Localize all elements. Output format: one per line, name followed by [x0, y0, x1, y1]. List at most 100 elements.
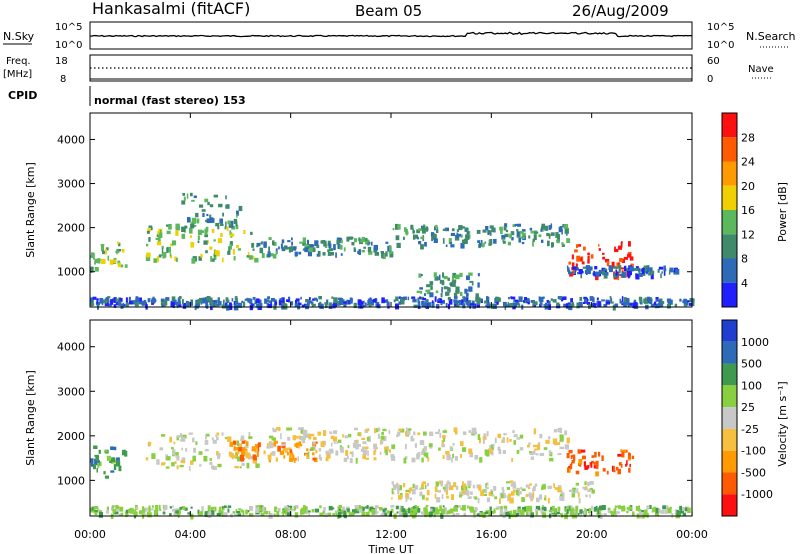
heatmap-cell [426, 504, 429, 508]
heatmap-cell [177, 435, 182, 438]
heatmap-cell [557, 487, 562, 493]
heatmap-cell [225, 195, 227, 200]
heatmap-cell [623, 302, 627, 307]
heatmap-cell [488, 511, 491, 516]
heatmap-cell [666, 298, 672, 303]
heatmap-cell [467, 228, 469, 233]
heatmap-cell [286, 427, 291, 431]
heatmap-cell [582, 266, 587, 269]
heatmap-cell [417, 236, 419, 240]
heatmap-cell [99, 298, 104, 304]
heatmap-cell [572, 266, 577, 270]
heatmap-cell [419, 491, 423, 497]
colorbar-swatch [722, 341, 737, 364]
heatmap-cell [539, 296, 544, 303]
heatmap-cell [192, 455, 196, 462]
heatmap-cell [533, 234, 537, 241]
heatmap-cell [576, 255, 581, 262]
heatmap-cell [151, 298, 156, 304]
heatmap-cell [518, 303, 521, 307]
heatmap-cell [251, 446, 256, 449]
heatmap-cell [619, 258, 624, 262]
heatmap-cell [171, 300, 176, 303]
heatmap-cell [369, 506, 374, 511]
heatmap-cell [124, 450, 128, 457]
heatmap-cell [660, 509, 665, 514]
heatmap-cell [578, 458, 583, 465]
heatmap-cell [338, 511, 342, 518]
heatmap-cell [355, 457, 358, 464]
heatmap-cell [584, 513, 586, 518]
heatmap-cell [206, 213, 209, 217]
heatmap-cell [229, 233, 235, 237]
heatmap-cell [646, 271, 648, 275]
heatmap-cell [190, 223, 195, 229]
heatmap-cell [460, 242, 465, 249]
heatmap-cell [289, 508, 292, 511]
heatmap-cell [532, 300, 534, 307]
heatmap-cell [354, 427, 358, 431]
heatmap-cell [559, 494, 563, 497]
heatmap-cell [419, 296, 425, 300]
heatmap-cell [108, 303, 112, 307]
heatmap-cell [268, 435, 274, 439]
heatmap-cell [176, 302, 179, 308]
x-tick-label: 08:00 [275, 528, 307, 541]
heatmap-cell [307, 451, 310, 457]
heatmap-cell [161, 462, 166, 466]
heatmap-cell [447, 287, 450, 292]
heatmap-cell [275, 250, 278, 255]
heatmap-cell [641, 268, 645, 274]
heatmap-cell [244, 446, 248, 450]
heatmap-cell [295, 442, 300, 448]
heatmap-cell [548, 509, 552, 513]
heatmap-cell [340, 446, 344, 453]
heatmap-cell [456, 232, 459, 235]
heatmap-cell [355, 443, 359, 450]
heatmap-cell [661, 271, 663, 274]
heatmap-cell [500, 506, 503, 510]
heatmap-cell [257, 442, 260, 449]
heatmap-cell [190, 513, 194, 520]
heatmap-cell [314, 508, 320, 513]
heatmap-cell [169, 436, 172, 443]
colorbar-frame [721, 112, 738, 308]
heatmap-cell [590, 462, 593, 468]
heatmap-cell [509, 480, 514, 483]
heatmap-cell [561, 243, 565, 247]
heatmap-cell [455, 274, 460, 280]
heatmap-cell [286, 299, 290, 302]
heatmap-cell [648, 272, 653, 276]
heatmap-cell [426, 489, 430, 496]
colorbar-tick-label: -100 [741, 445, 766, 458]
heatmap-cell [626, 298, 630, 304]
heatmap-cell [385, 450, 388, 456]
heatmap-cell [575, 470, 580, 475]
heatmap-cell [540, 494, 542, 497]
heatmap-cell [205, 226, 209, 232]
heatmap-cell [294, 512, 299, 518]
heatmap-cell [238, 205, 243, 212]
heatmap-cell [432, 233, 437, 240]
heatmap-cell [435, 509, 440, 515]
heatmap-cell [411, 457, 416, 463]
heatmap-cell [456, 229, 460, 232]
heatmap-cell [276, 511, 280, 517]
heatmap-cell [324, 302, 327, 305]
heatmap-cell [345, 449, 349, 456]
heatmap-cell [614, 246, 616, 252]
heatmap-cell [206, 218, 211, 224]
heatmap-cell [638, 508, 641, 512]
heatmap-cell [292, 435, 297, 441]
heatmap-cell [119, 506, 124, 512]
heatmap-cell [367, 241, 371, 245]
heatmap-cell [550, 506, 553, 512]
heatmap-cell [607, 509, 611, 514]
heatmap-cell [219, 218, 223, 224]
heatmap-cell [658, 266, 664, 270]
heatmap-cell [277, 508, 281, 512]
heatmap-cell [274, 506, 277, 513]
heatmap-cell [467, 496, 472, 499]
heatmap-cell [601, 505, 606, 511]
heatmap-cell [486, 497, 491, 503]
